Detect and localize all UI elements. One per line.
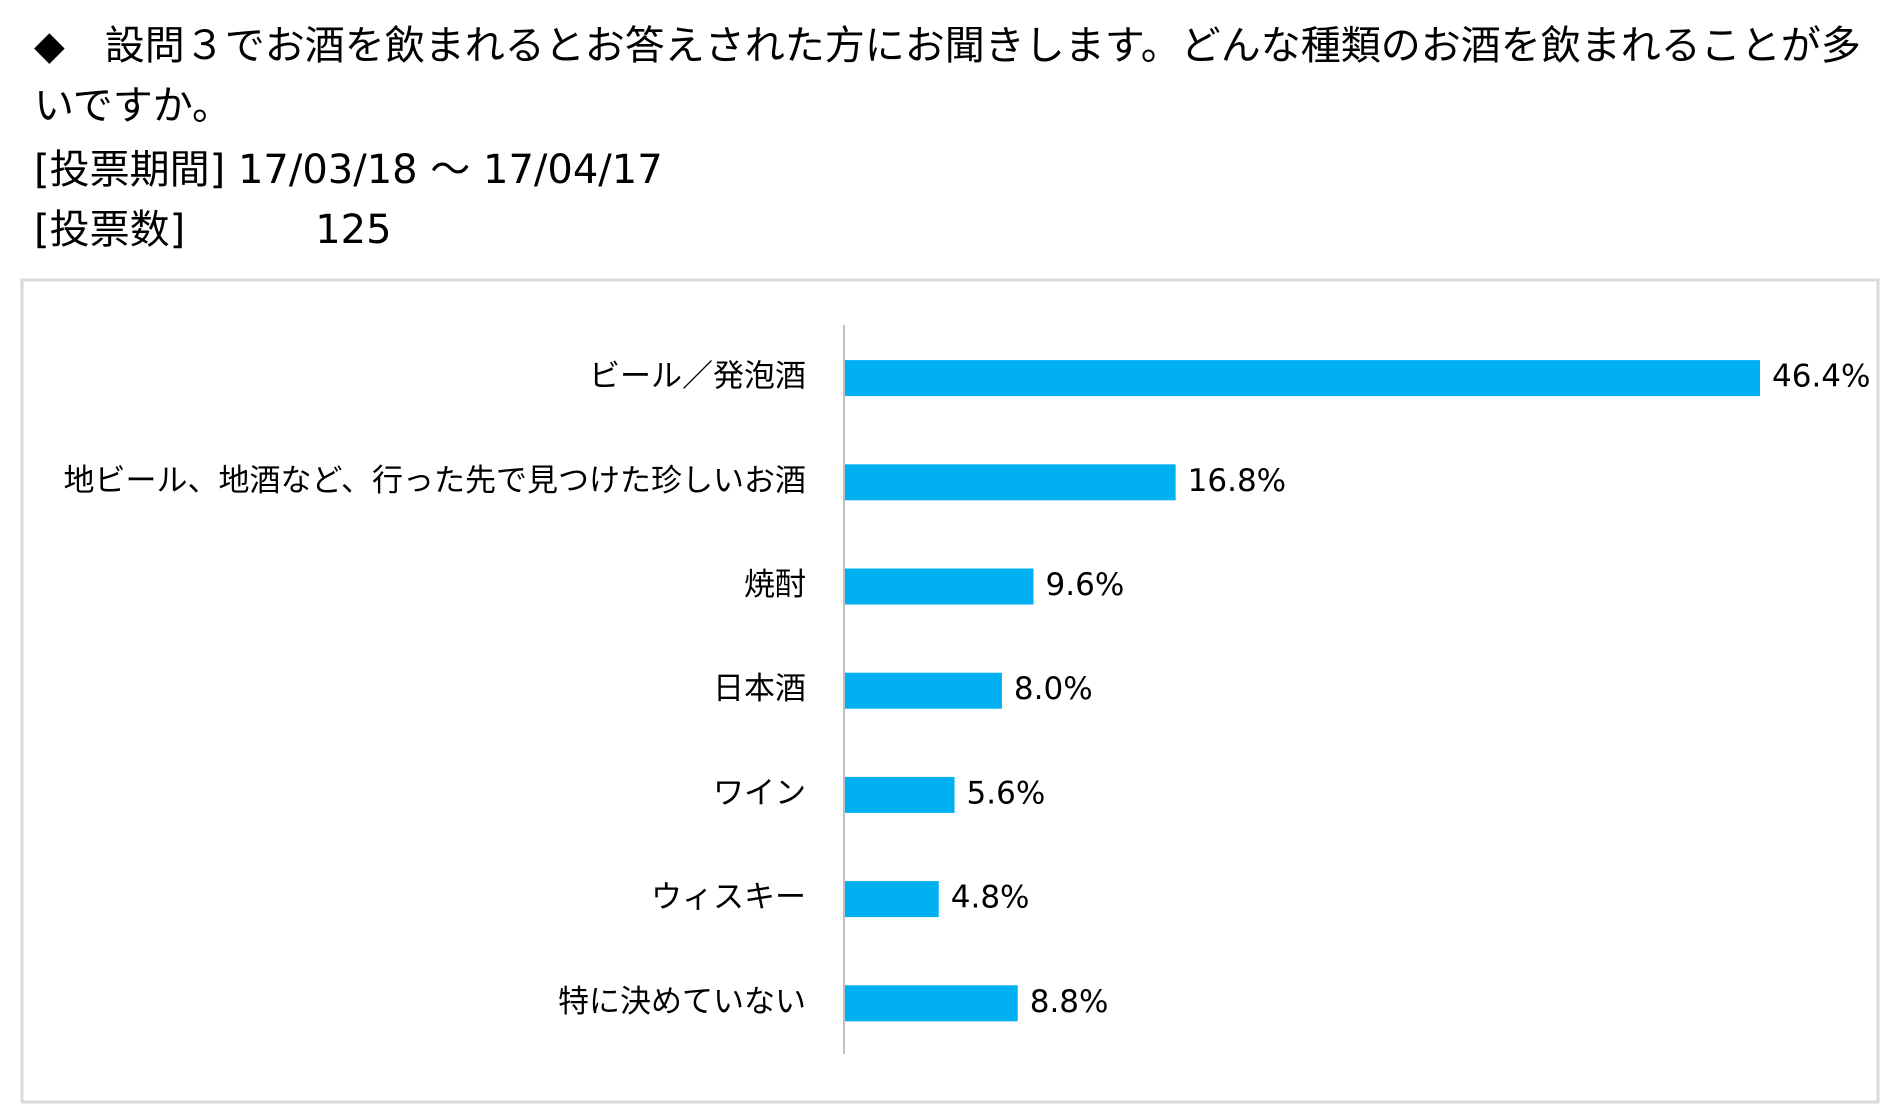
votes-line: [投票数] 125 xyxy=(34,200,392,260)
question: ◆ 設問３でお酒を飲まれるとお答えされた方にお聞きします。どんな種類のお酒を飲ま… xyxy=(34,23,1861,129)
category-label: 地ビール、地酒など、行った先で見つけた珍しいお酒 xyxy=(64,463,806,499)
category-label: 日本酒 xyxy=(713,671,806,707)
chart-frame xyxy=(20,278,1880,1104)
value-label: 46.4% xyxy=(1772,359,1870,395)
bar xyxy=(845,360,1760,397)
category-label: ウィスキー xyxy=(651,880,806,916)
value-label: 8.8% xyxy=(1030,984,1109,1020)
period-label: [投票期間] xyxy=(34,147,226,193)
category-label: 特に決めていない xyxy=(558,984,806,1020)
bar xyxy=(845,881,939,918)
category-label: ワイン xyxy=(713,775,806,811)
category-label: 焼酎 xyxy=(744,567,806,603)
votes-label: [投票数] xyxy=(34,207,186,253)
period-line: [投票期間] 17/03/18 ～ 17/04/17 xyxy=(34,140,663,200)
value-label: 16.8% xyxy=(1188,463,1286,499)
bar xyxy=(845,464,1176,501)
bar xyxy=(845,672,1002,709)
bar xyxy=(845,985,1018,1022)
bar xyxy=(845,776,955,813)
value-label: 5.6% xyxy=(967,775,1046,811)
bar xyxy=(845,568,1034,605)
category-label: ビール／発泡酒 xyxy=(589,359,806,395)
value-label: 8.0% xyxy=(1014,671,1093,707)
votes: 125 xyxy=(315,207,392,253)
value-label: 4.8% xyxy=(951,880,1030,916)
period: 17/03/18 ～ 17/04/17 xyxy=(237,147,663,193)
value-label: 9.6% xyxy=(1046,567,1125,603)
